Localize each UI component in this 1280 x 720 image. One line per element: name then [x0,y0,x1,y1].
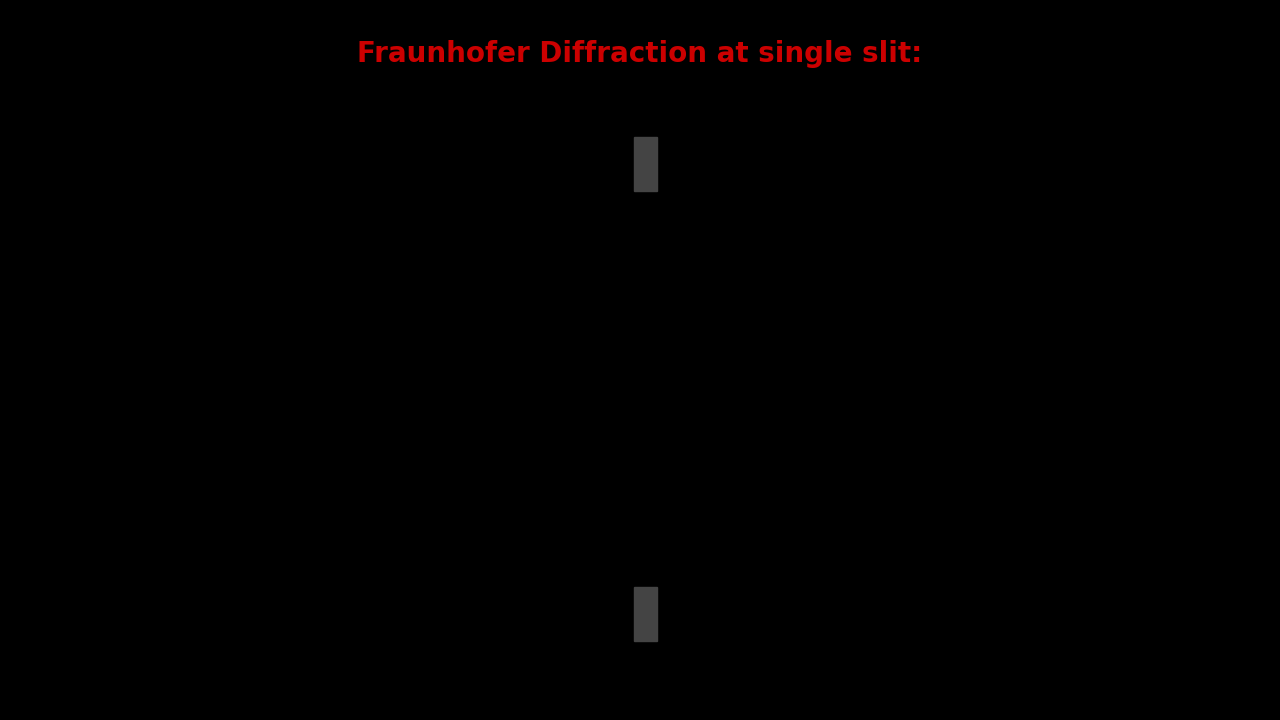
Text: $L_1$: $L_1$ [378,271,396,290]
Text: $A$: $A$ [614,189,626,204]
Text: $\theta$: $\theta$ [682,220,692,234]
Text: $P_0$: $P_0$ [1028,379,1046,398]
Text: Screen: Screen [1025,138,1071,150]
Text: Single slit: Single slit [681,91,746,104]
Text: $\theta$: $\theta$ [699,346,709,360]
Bar [634,137,657,191]
Text: Diffracted: Diffracted [914,109,979,122]
Text: $\theta$: $\theta$ [682,421,692,436]
Text: light: light [932,130,961,143]
Text: $O'$: $O'$ [864,366,881,382]
Text: $\theta$: $\theta$ [677,320,687,335]
Text: $L_2$: $L_2$ [842,279,860,299]
Text: light: light [134,343,163,356]
Bar [634,587,657,641]
Text: $O$: $O$ [654,369,666,383]
Text: $e$: $e$ [605,382,616,396]
Text: wave front: wave front [499,112,570,125]
Text: $R$: $R$ [856,428,867,443]
Text: $W'$: $W'$ [526,587,547,603]
Text: $W$: $W$ [526,175,543,191]
Text: $B$: $B$ [614,573,626,589]
Text: Incident plane: Incident plane [486,87,582,100]
Text: $S$: $S$ [193,381,205,397]
Text: $P_1$: $P_1$ [1028,279,1044,297]
Text: Source of: Source of [119,321,178,334]
Text: $C$: $C$ [654,428,666,443]
Text: Fraunhofer Diffraction at single slit:: Fraunhofer Diffraction at single slit: [357,40,923,68]
